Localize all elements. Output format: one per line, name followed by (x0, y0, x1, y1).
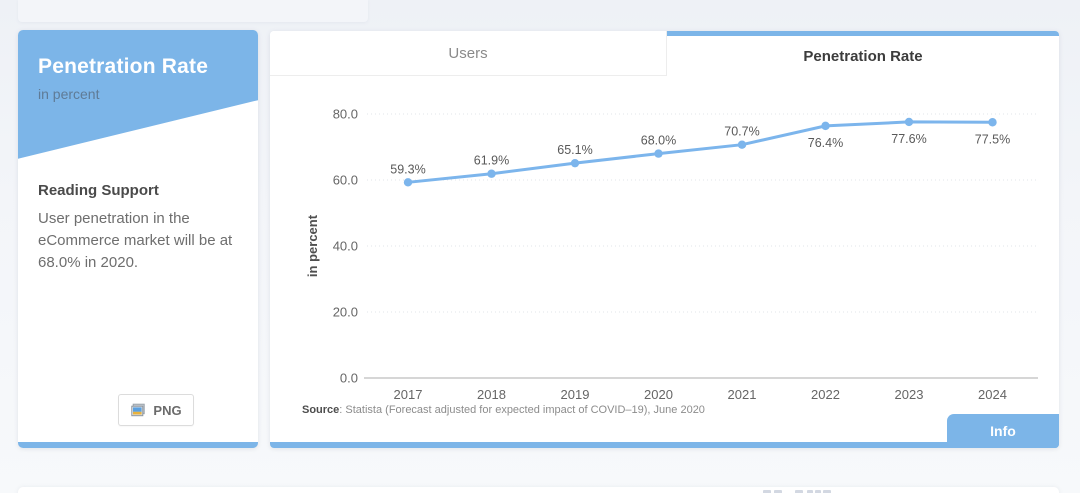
card-bottom-accent (18, 442, 258, 448)
data-point[interactable] (821, 121, 830, 131)
y-tick-label: 20.0 (333, 305, 358, 320)
reading-support-heading: Reading Support (38, 182, 159, 199)
reading-support-block: Reading Support User penetration in the … (38, 182, 243, 273)
png-button-label: PNG (153, 402, 182, 418)
data-label: 77.6% (891, 132, 926, 146)
reading-support-text: User penetration in the eCommerce market… (38, 210, 233, 271)
x-tick-label: 2019 (561, 387, 590, 402)
data-label: 70.7% (724, 125, 759, 139)
source-line: Source: Statista (Forecast adjusted for … (302, 404, 705, 416)
next-card-mark (815, 490, 821, 493)
data-label: 77.5% (975, 132, 1010, 146)
x-tick-label: 2018 (477, 387, 506, 402)
data-point[interactable] (737, 140, 747, 149)
download-png-button[interactable]: PNG (118, 394, 194, 426)
next-card-mark (823, 490, 831, 493)
data-point[interactable] (403, 178, 413, 187)
previous-card-remnant (18, 0, 368, 22)
panel-bottom-accent (270, 442, 1059, 448)
next-card-peek (18, 487, 1059, 493)
series-line (406, 120, 994, 184)
y-axis-title: in percent (305, 214, 320, 277)
x-tick-label: 2020 (644, 387, 673, 402)
info-button[interactable]: Info (947, 414, 1059, 448)
penetration-rate-line-chart: 0.0 20.0 40.0 60.0 80.0 in percent 2017 2018 201… (305, 107, 1038, 402)
data-point[interactable] (904, 117, 914, 127)
y-tick-label: 60.0 (333, 173, 358, 188)
x-tick-label: 2023 (895, 387, 924, 402)
data-point[interactable] (654, 149, 663, 158)
chart-panel: Users Penetration Rate 0.0 20.0 40.0 60.0 80… (270, 31, 1059, 448)
y-tick-label: 80.0 (333, 107, 358, 122)
data-point[interactable] (988, 118, 997, 127)
data-label: 65.1% (557, 143, 592, 157)
y-tick-label: 0.0 (340, 371, 358, 386)
source-text: : Statista (Forecast adjusted for expect… (339, 404, 705, 416)
data-point[interactable] (570, 158, 580, 168)
next-card-mark (763, 490, 771, 493)
tab-penetration-rate-label: Penetration Rate (803, 47, 923, 65)
data-label: 61.9% (474, 154, 509, 168)
data-label: 68.0% (641, 134, 676, 148)
tab-penetration-rate[interactable]: Penetration Rate (667, 31, 1059, 76)
tab-users[interactable]: Users (270, 31, 667, 76)
data-point[interactable] (487, 169, 496, 178)
tab-users-label: Users (448, 44, 488, 62)
x-tick-label: 2024 (978, 387, 1007, 402)
chart-subtitle: in percent (38, 86, 100, 102)
source-prefix: Source (302, 404, 340, 416)
next-card-mark (774, 490, 782, 493)
x-tick-label: 2017 (394, 387, 423, 402)
summary-card: Penetration Rate in percent Reading Supp… (18, 30, 258, 448)
x-tick-label: 2021 (728, 387, 757, 402)
image-icon (131, 403, 146, 416)
info-button-label: Info (990, 423, 1016, 439)
chart-title: Penetration Rate (38, 55, 209, 78)
next-card-mark (795, 490, 803, 493)
x-tick-label: 2022 (811, 387, 840, 402)
data-label: 76.4% (808, 136, 843, 150)
y-tick-label: 40.0 (333, 239, 358, 254)
next-card-mark (807, 490, 813, 493)
line-chart-area: 0.0 20.0 40.0 60.0 80.0 in percent 2017 2018 201… (270, 76, 1059, 406)
data-label: 59.3% (390, 162, 425, 176)
